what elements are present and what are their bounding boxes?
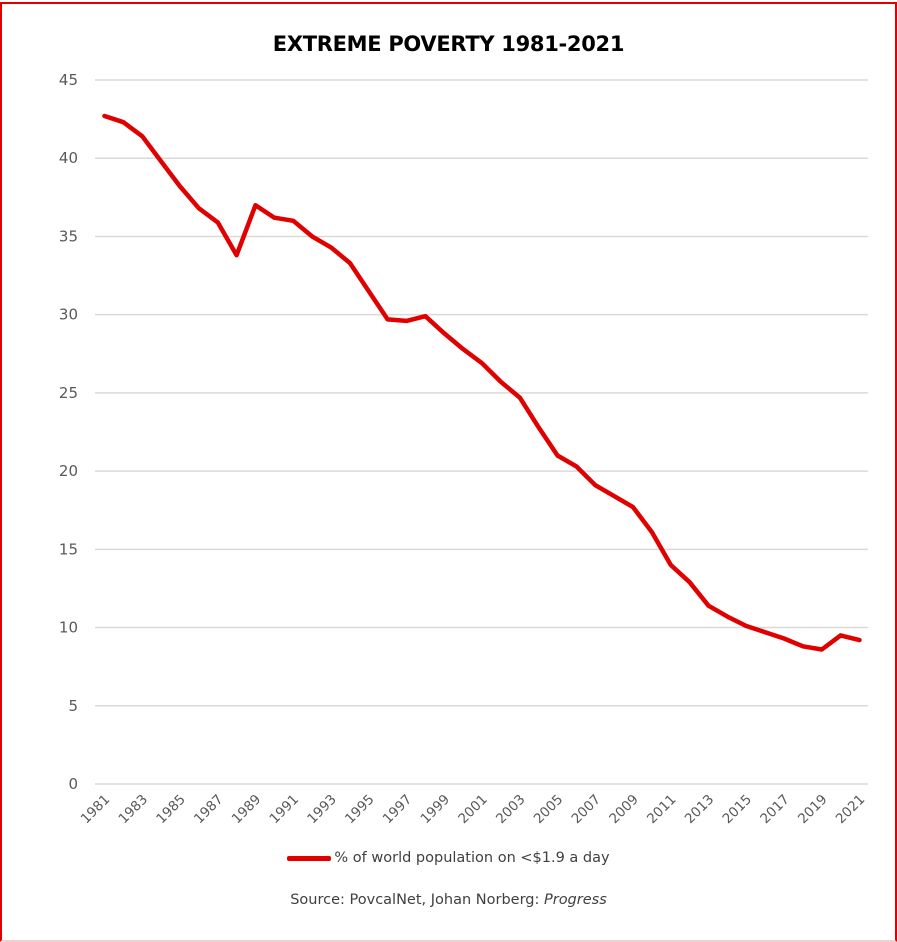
y-tick-label: 35	[59, 227, 78, 245]
data-point	[480, 361, 484, 365]
data-point	[140, 134, 144, 138]
x-tick-label: 2011	[644, 792, 680, 828]
x-tick-label: 2003	[493, 792, 529, 828]
source-note: Source: PovcalNet, Johan Norberg: Progre…	[0, 892, 897, 908]
data-point	[423, 314, 427, 318]
data-point	[272, 215, 276, 219]
data-point	[442, 331, 446, 335]
y-tick-label: 5	[68, 697, 78, 715]
data-point	[291, 219, 295, 223]
data-point	[744, 624, 748, 628]
data-point	[102, 114, 106, 118]
data-point	[329, 245, 333, 249]
data-point	[650, 530, 654, 534]
data-point	[838, 633, 842, 637]
data-point	[253, 203, 257, 207]
series-group	[102, 113, 862, 652]
x-axis-ticks: 1981 1983 1985 1987 1989 1991 1993 1995 1997 1999…	[78, 792, 869, 828]
legend: % of world population on <$1.9 a day	[0, 850, 897, 866]
x-tick-label: 1999	[417, 792, 453, 828]
data-point	[593, 483, 597, 487]
x-tick-label: 2013	[682, 792, 718, 828]
x-tick-label: 1993	[304, 792, 340, 828]
gridlines	[95, 79, 868, 785]
data-point	[612, 494, 616, 498]
data-point	[234, 253, 238, 257]
x-tick-label: 2001	[455, 792, 491, 828]
x-tick-label: 1981	[78, 792, 114, 828]
legend-label: % of world population on <$1.9 a day	[334, 850, 610, 866]
data-point	[782, 636, 786, 640]
data-point	[687, 580, 691, 584]
data-point	[499, 380, 503, 384]
x-tick-label: 1985	[153, 792, 189, 828]
data-point	[518, 395, 522, 399]
data-point	[461, 347, 465, 351]
legend-swatch	[287, 855, 332, 861]
data-point	[404, 319, 408, 323]
y-axis-ticks: 0 5 10 15 20 25 30 35 40 45	[59, 71, 78, 793]
data-point	[310, 234, 314, 238]
y-tick-label: 30	[59, 306, 78, 324]
data-point	[801, 644, 805, 648]
y-tick-label: 40	[59, 149, 78, 167]
y-tick-label: 10	[59, 619, 78, 637]
x-tick-label: 2019	[795, 792, 831, 828]
y-tick-label: 25	[59, 384, 78, 402]
data-point	[555, 453, 559, 457]
x-tick-label: 1983	[115, 792, 151, 828]
chart-title: EXTREME POVERTY 1981-2021	[272, 32, 625, 56]
x-tick-label: 2005	[531, 792, 567, 828]
x-tick-label: 2017	[757, 792, 793, 828]
data-point	[536, 425, 540, 429]
data-point	[631, 505, 635, 509]
data-point	[159, 159, 163, 163]
source-work: Progress	[543, 892, 607, 908]
data-point	[348, 261, 352, 265]
data-point	[763, 630, 767, 634]
data-point	[725, 614, 729, 618]
x-tick-label: 1989	[229, 792, 265, 828]
data-point	[857, 638, 861, 642]
data-point	[178, 184, 182, 188]
x-tick-label: 2015	[719, 792, 755, 828]
data-point	[367, 289, 371, 293]
y-tick-label: 20	[59, 462, 78, 480]
x-tick-label: 2009	[606, 792, 642, 828]
x-tick-label: 1991	[266, 792, 302, 828]
data-point	[197, 206, 201, 210]
data-point	[820, 647, 824, 651]
data-point	[385, 317, 389, 321]
y-tick-label: 0	[68, 775, 78, 793]
x-tick-label: 1995	[342, 792, 378, 828]
y-tick-label: 45	[59, 71, 78, 89]
x-tick-label: 1987	[191, 792, 227, 828]
data-point	[669, 563, 673, 567]
x-tick-label: 2021	[833, 792, 869, 828]
source-prefix: Source: PovcalNet, Johan Norberg:	[290, 892, 544, 908]
series-line	[102, 113, 862, 652]
data-point	[121, 120, 125, 124]
data-point	[574, 464, 578, 468]
data-point	[216, 220, 220, 224]
data-point	[706, 603, 710, 607]
x-tick-label: 1997	[380, 792, 416, 828]
y-tick-label: 15	[59, 540, 78, 558]
x-tick-label: 2007	[568, 792, 604, 828]
